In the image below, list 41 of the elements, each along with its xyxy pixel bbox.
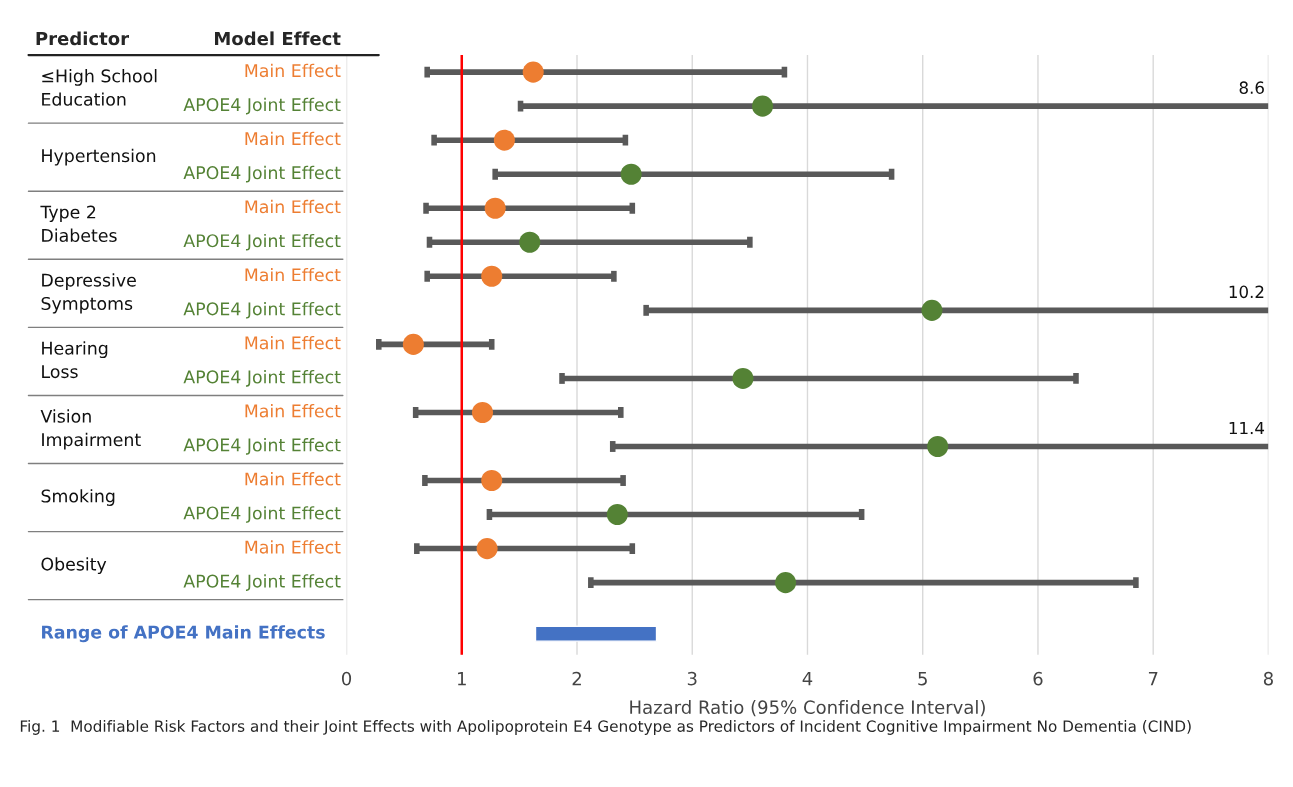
x-tick-label: 2: [572, 671, 581, 686]
text: Main Effect: [245, 472, 341, 486]
text: Main Effect: [245, 540, 341, 554]
text: APOE4 Joint Effect: [183, 233, 341, 251]
y-tick-label: Range of APOE4 Main Effects: [42, 625, 325, 643]
legend-title: Model Effect: [215, 31, 341, 46]
annotation: 8.6: [1239, 81, 1264, 94]
text: Main Effect: [245, 335, 341, 350]
y-tick-label: Depressive Symptoms: [41, 273, 136, 314]
text: APOE4 Joint Effect: [183, 506, 341, 523]
x-tick-label: 7: [1148, 672, 1158, 686]
text: APOE4 Joint Effect: [183, 370, 341, 387]
y-tick-label: Hypertension: [42, 148, 156, 166]
x-tick-label: 8: [1263, 671, 1273, 686]
x-tick-label: 3: [687, 671, 697, 686]
text: Main Effect: [245, 404, 341, 418]
caption: Fig. 1 Modifiable Risk Factors and their Joint Effects with Apolipoprotein E4 Genotype as Predictors of Incident Cognitive Impairment No Dementia (CIND): [20, 720, 1191, 735]
y-tick-label: Type 2 Diabetes: [40, 205, 117, 242]
text: Predictor: [36, 31, 130, 46]
text: APOE4 Joint Effect: [183, 301, 341, 319]
text: Main Effect: [245, 199, 341, 214]
x-tick-label: 4: [802, 672, 813, 686]
y-tick-label: Hearing Loss: [42, 341, 108, 379]
x-tick-label: 1: [458, 672, 466, 686]
y-tick-label: Vision Impairment: [40, 409, 141, 450]
text: Main Effect: [245, 267, 341, 282]
y-tick-label: ≤High School Education: [42, 69, 157, 106]
annotation: 10.2: [1229, 285, 1264, 299]
text: Main Effect: [245, 63, 341, 78]
x-axis-title: Hazard Ratio (95% Confidence Interval): [630, 700, 985, 717]
text: APOE4 Joint Effect: [183, 165, 341, 183]
y-tick-label: Smoking: [41, 489, 115, 506]
text: APOE4 Joint Effect: [183, 574, 341, 591]
y-tick-label: Obesity: [41, 557, 107, 575]
x-tick-label: 0: [341, 671, 352, 686]
x-tick-label: 5: [918, 672, 927, 686]
x-tick-label: 6: [1033, 671, 1043, 686]
text: APOE4 Joint Effect: [183, 438, 341, 455]
text: Main Effect: [245, 131, 341, 146]
text: APOE4 Joint Effect: [183, 97, 341, 115]
annotation: 11.4: [1229, 421, 1265, 435]
